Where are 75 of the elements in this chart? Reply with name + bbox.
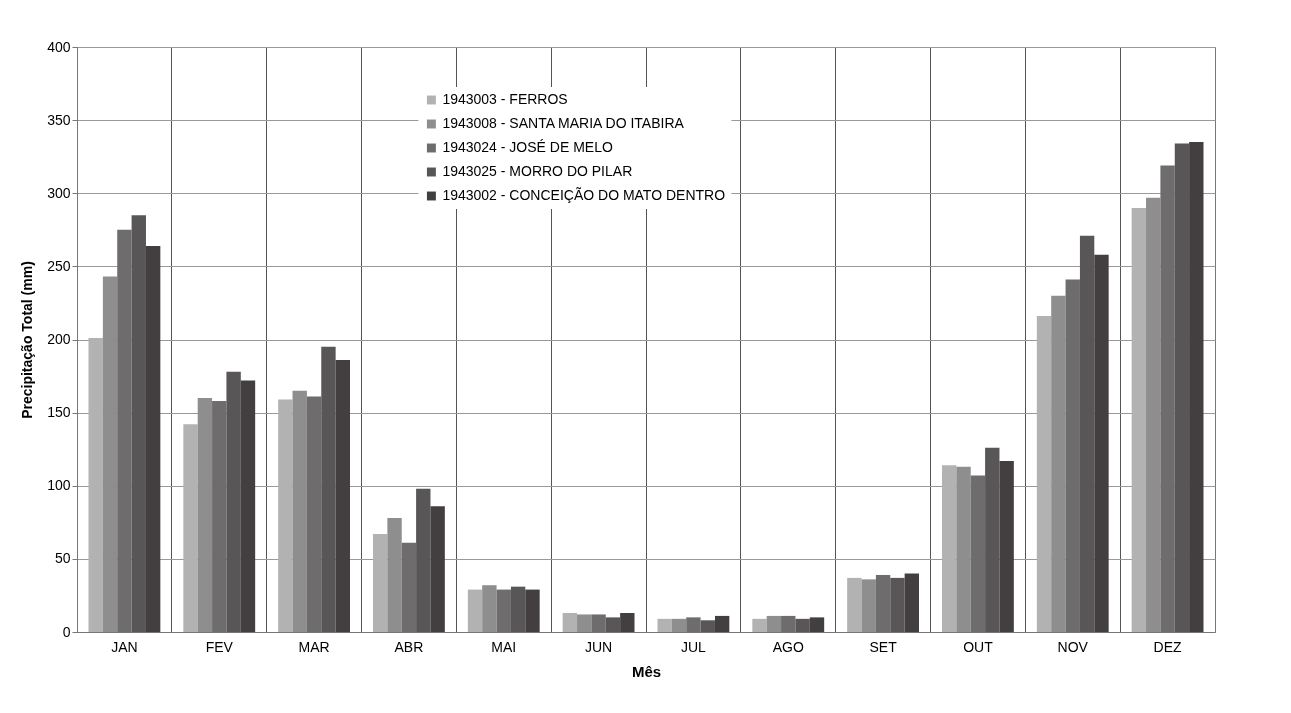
bar: [620, 612, 635, 632]
bar: [1079, 235, 1095, 632]
bar: [1146, 197, 1161, 632]
bar: [999, 460, 1014, 632]
y-tick-label: 100: [47, 477, 71, 494]
bar: [183, 424, 198, 632]
x-tick-label: NOV: [1057, 638, 1089, 655]
y-tick-label: 350: [47, 111, 71, 128]
legend-label: 1943025 - MORRO DO PILAR: [442, 163, 633, 179]
bar: [387, 517, 402, 632]
bar: [88, 338, 103, 632]
bar: [131, 215, 146, 632]
bar: [1036, 316, 1052, 632]
bar: [1051, 295, 1066, 632]
bar: [278, 399, 293, 632]
y-axis-title: Precipitação Total (mm): [19, 261, 36, 419]
bar: [562, 612, 578, 632]
x-tick-label: JUN: [584, 638, 613, 655]
x-tick-label: MAI: [491, 638, 517, 655]
x-tick-label: DEZ: [1153, 638, 1183, 655]
bar: [657, 618, 672, 632]
legend-label: 1943003 - FERROS: [442, 91, 568, 107]
bar: [752, 618, 767, 632]
y-tick-label: 300: [47, 184, 71, 201]
x-tick-label: JUL: [680, 638, 707, 655]
bar: [482, 585, 497, 632]
bar: [1131, 207, 1147, 632]
y-tick-label: 400: [47, 38, 71, 55]
x-tick-label: FEV: [205, 638, 234, 655]
y-tick-label: 0: [62, 623, 71, 640]
legend-label: 1943024 - JOSÉ DE MELO: [442, 139, 613, 155]
legend-label: 1943008 - SANTA MARIA DO ITABIRA: [442, 115, 685, 131]
x-tick-label: ABR: [394, 638, 424, 655]
y-tick-label: 200: [47, 331, 71, 347]
x-tick-label: JAN: [111, 638, 138, 655]
bar: [1094, 254, 1109, 632]
bar: [904, 573, 920, 632]
bar: [321, 346, 336, 632]
bar: [847, 577, 862, 632]
x-tick-label: SET: [869, 638, 898, 655]
y-tick-label: 150: [47, 404, 71, 421]
x-tick-label: MAR: [298, 638, 330, 655]
x-tick-label: AGO: [772, 638, 804, 655]
bar: [372, 534, 388, 632]
y-tick-label: 250: [47, 257, 71, 274]
bar: [430, 506, 445, 632]
bar: [240, 380, 256, 632]
x-axis-title: Mês: [631, 662, 662, 680]
bar: [335, 359, 351, 632]
bar: [467, 589, 483, 632]
bar: [1174, 143, 1190, 632]
bar: [226, 371, 241, 632]
bar: [605, 617, 621, 632]
bar: [985, 447, 1000, 632]
bar: [890, 577, 905, 632]
bar: [809, 617, 825, 632]
bar: [700, 620, 715, 632]
bar: [416, 488, 431, 632]
bar: [510, 586, 526, 632]
bar: [671, 618, 687, 632]
bar: [577, 614, 592, 632]
x-tick-label: OUT: [963, 638, 994, 655]
bar: [714, 615, 730, 632]
bar: [1189, 142, 1204, 632]
bar: [102, 276, 118, 632]
bar: [861, 579, 876, 632]
bar: [145, 245, 161, 632]
bar: [795, 618, 810, 632]
bar: [525, 589, 540, 632]
bar: [956, 466, 971, 632]
y-tick-label: 50: [54, 550, 71, 567]
legend-label: 1943002 - CONCEIÇÃO DO MATO DENTRO: [442, 187, 726, 203]
bar: [941, 465, 957, 632]
bar: [292, 390, 307, 632]
bar: [766, 615, 782, 632]
